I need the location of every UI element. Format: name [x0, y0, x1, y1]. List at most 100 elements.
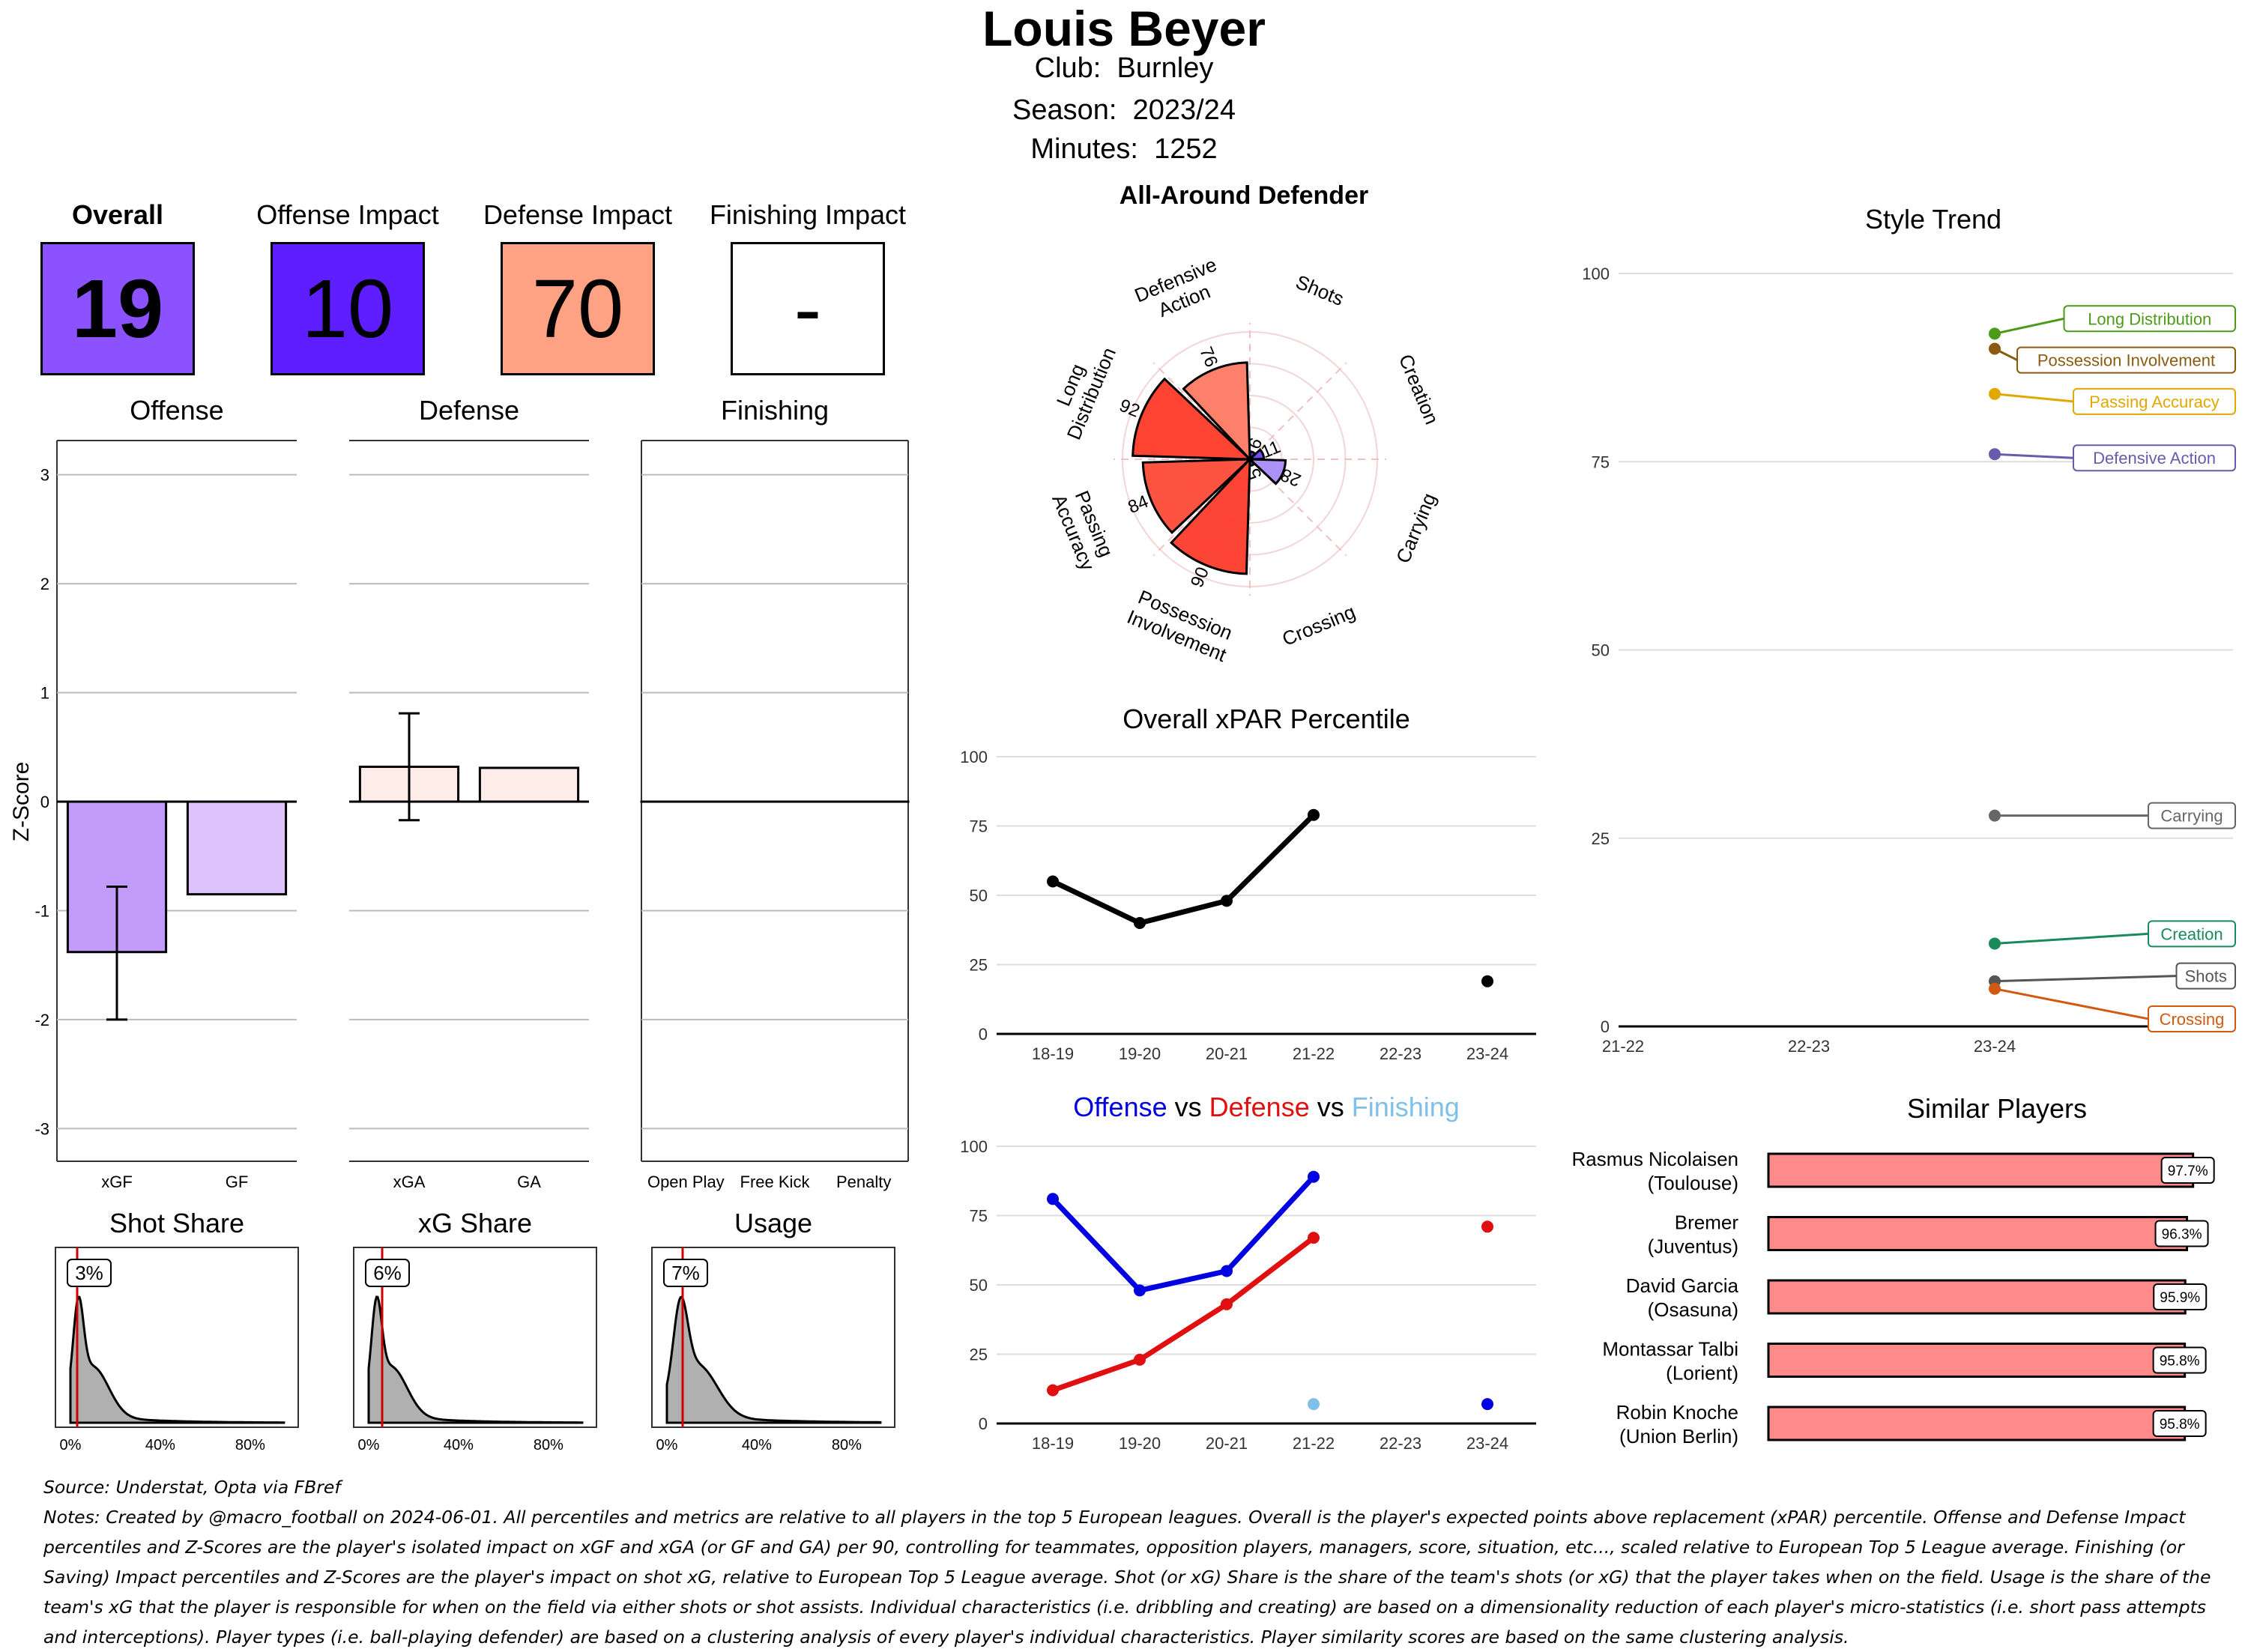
leader-line — [1995, 318, 2064, 333]
panel-title: Offense — [130, 397, 223, 426]
x-tick-label: 40% — [444, 1437, 474, 1453]
player-club: (Osasuna) — [1648, 1298, 1738, 1321]
data-point — [1989, 327, 2001, 339]
x-tick-label: 23-24 — [1466, 1434, 1508, 1453]
minutes-line: Minutes: 1252 — [0, 133, 2248, 166]
source-note: Source: Understat, Opta via FBref — [43, 1472, 2239, 1502]
x-tick-label: 22-23 — [1380, 1434, 1421, 1453]
player-name: Rasmus Nicolaisen — [1571, 1148, 1738, 1170]
y-tick-label: 50 — [970, 1276, 988, 1295]
x-tick-label: Free Kick — [740, 1173, 811, 1191]
similarity-label: 96.3% — [2162, 1227, 2202, 1243]
y-tick-label: 25 — [970, 1346, 988, 1364]
title-part: Offense — [1073, 1092, 1167, 1122]
radar-category-text: Carrying — [1392, 490, 1440, 566]
radar-value-label: 92 — [1117, 396, 1143, 422]
similarity-bar — [1768, 1280, 2185, 1313]
series-label: Passing Accuracy — [2089, 393, 2220, 411]
player-club: (Lorient) — [1666, 1362, 1738, 1385]
y-tick-label: 100 — [960, 748, 988, 766]
season-label: Season: — [1012, 94, 1117, 126]
overall-value-box: 19 — [40, 242, 195, 375]
style-radar-chart: All-Around Defender6Shots11Creation28Car… — [989, 180, 1514, 689]
offense-defense-finishing-chart: Offense vs Defense vs Finishing025507510… — [929, 1086, 1544, 1461]
panel-title: Defense — [419, 397, 519, 426]
player-club: (Union Berlin) — [1619, 1425, 1738, 1447]
x-tick-label: Penalty — [836, 1173, 891, 1191]
leader-line — [1995, 989, 2148, 1019]
data-point — [1481, 1398, 1493, 1410]
data-point — [1989, 343, 2001, 355]
minutes-label: Minutes: — [1030, 133, 1138, 165]
leader-line — [1995, 394, 2073, 402]
data-point — [1134, 917, 1146, 929]
y-tick-label: 0 — [1601, 1017, 1610, 1036]
finishing-impact-label: Finishing Impact — [703, 199, 913, 231]
radar-category-text: Crossing — [1279, 600, 1359, 650]
similarity-label: 97.7% — [2168, 1164, 2208, 1179]
chart-title: Style Trend — [1865, 204, 2001, 235]
y-tick-label: 75 — [1592, 453, 1610, 471]
similarity-bar — [1768, 1344, 2185, 1377]
radar-category-label: Crossing — [1279, 600, 1359, 650]
similarity-label: 95.8% — [2160, 1417, 2200, 1432]
y-tick-label: 50 — [1592, 641, 1610, 660]
title-part: Defense — [1202, 1092, 1310, 1122]
data-point — [1308, 809, 1320, 821]
y-tick-label: 0 — [979, 1415, 988, 1433]
density-area — [70, 1297, 284, 1423]
radar-value-label: 84 — [1125, 491, 1151, 518]
x-tick-label: 21-22 — [1602, 1037, 1644, 1056]
x-tick-label: 80% — [235, 1437, 265, 1453]
x-tick-label: 80% — [534, 1437, 563, 1453]
data-point — [1047, 1193, 1059, 1205]
data-point — [1221, 1298, 1233, 1310]
series-label: Shots — [2185, 967, 2227, 986]
x-tick-label: 20-21 — [1206, 1434, 1248, 1453]
series-line — [1053, 1177, 1314, 1291]
y-tick-label: 75 — [970, 817, 988, 836]
methodology-notes: Notes: Created by @macro_football on 202… — [43, 1502, 2239, 1652]
x-tick-label: 80% — [832, 1437, 862, 1453]
x-tick-label: xGA — [393, 1173, 426, 1191]
series-line — [1053, 815, 1314, 923]
series-label: Crossing — [2160, 1010, 2225, 1029]
season-value: 2023/24 — [1133, 94, 1236, 126]
x-tick-label: 40% — [145, 1437, 175, 1453]
x-tick-label: GA — [517, 1173, 541, 1191]
x-tick-label: 21-22 — [1293, 1044, 1335, 1063]
share-panel-title: Shot Share — [109, 1208, 244, 1238]
chart-title: Overall xPAR Percentile — [1123, 704, 1409, 734]
club-line: Club: Burnley — [0, 52, 2248, 85]
x-tick-label: 0% — [358, 1437, 380, 1453]
y-tick-label: 0 — [979, 1025, 988, 1044]
share-panel-title: Usage — [734, 1208, 812, 1238]
data-point — [1308, 1398, 1320, 1410]
footer: Source: Understat, Opta via FBref Notes:… — [43, 1472, 2239, 1652]
radar-category-label: Shots — [1293, 270, 1347, 310]
x-tick-label: GF — [226, 1173, 249, 1191]
data-point — [1134, 1354, 1146, 1366]
club-value: Burnley — [1117, 52, 1214, 84]
club-label: Club: — [1035, 52, 1102, 84]
radar-value-label: 76 — [1195, 344, 1221, 370]
player-name: Bremer — [1675, 1211, 1739, 1234]
x-tick-label: 23-24 — [1466, 1044, 1508, 1063]
defense-impact-label: Defense Impact — [473, 199, 683, 231]
x-tick-label: xGF — [101, 1173, 133, 1191]
title-part: vs — [1167, 1092, 1202, 1122]
data-point — [1308, 1232, 1320, 1244]
y-tick-label: 2 — [40, 575, 49, 593]
leader-line — [1995, 976, 2177, 981]
similarity-label: 95.8% — [2160, 1354, 2200, 1370]
defense-impact-value-box: 70 — [501, 242, 655, 375]
similarity-bar — [1768, 1407, 2185, 1440]
player-name: Louis Beyer — [0, 0, 2248, 57]
x-tick-label: 19-20 — [1119, 1044, 1161, 1063]
data-point — [1481, 1220, 1493, 1232]
